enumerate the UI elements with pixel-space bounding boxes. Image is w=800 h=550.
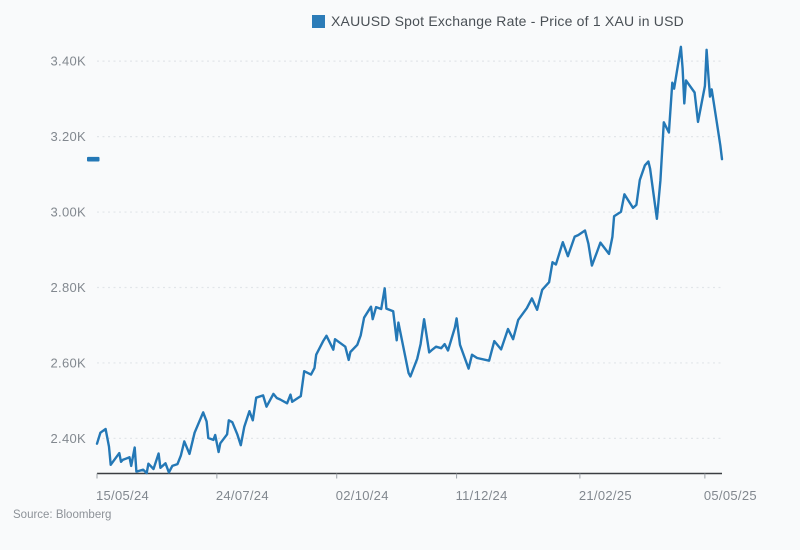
x-axis-label: 21/02/25 xyxy=(579,488,632,503)
y-axis-label: 3.40K xyxy=(51,54,87,69)
last-price-marker xyxy=(87,156,100,162)
x-axis-label: 05/05/25 xyxy=(704,488,757,503)
source-note: Source: Bloomberg xyxy=(13,509,112,521)
legend-label: XAUUSD Spot Exchange Rate - Price of 1 X… xyxy=(331,13,684,29)
legend-swatch-icon xyxy=(312,14,325,28)
x-axis-label: 24/07/24 xyxy=(216,488,269,503)
y-axis-label: 2.80K xyxy=(51,280,87,295)
y-axis-label: 3.00K xyxy=(51,205,87,220)
x-axis-label: 02/10/24 xyxy=(336,488,389,503)
y-axis-label: 2.40K xyxy=(51,431,87,446)
y-axis-label: 3.20K xyxy=(51,129,87,144)
x-axis-label: 15/05/24 xyxy=(96,488,149,503)
legend-item[interactable]: XAUUSD Spot Exchange Rate - Price of 1 X… xyxy=(312,13,684,29)
price-line xyxy=(95,45,724,475)
x-axis-label: 11/12/24 xyxy=(456,488,508,503)
y-axis-label: 2.60K xyxy=(51,355,87,370)
